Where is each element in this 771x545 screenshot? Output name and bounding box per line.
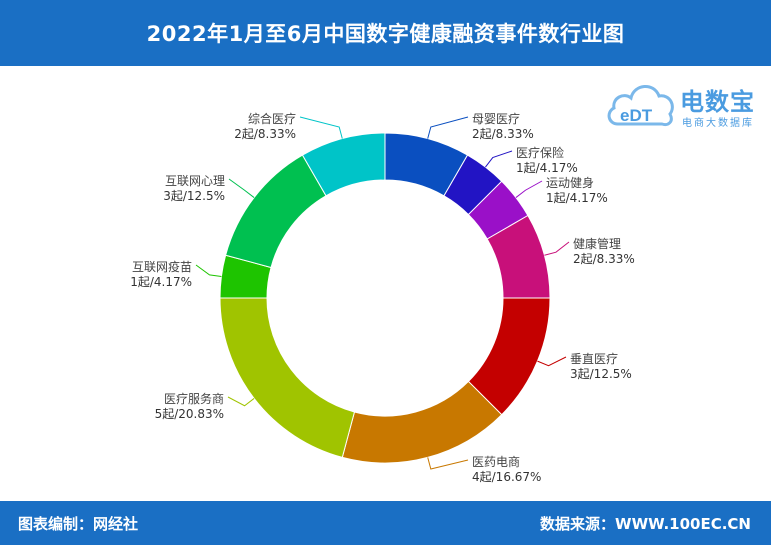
- logo-mark: eDT: [620, 106, 653, 125]
- slice-label-name: 健康管理: [573, 236, 621, 251]
- leader-line-e58cbbe79697e4bf9de999a9: [485, 150, 513, 168]
- leader-line-e581a5e5bab7e7aea1e79086: [544, 241, 570, 256]
- logo: eDT 电数宝 电商大数据库: [604, 74, 764, 134]
- slice-label-name: 医药电商: [472, 454, 520, 469]
- title-bar: 2022年1月至6月中国数字健康融资事件数行业图: [0, 0, 771, 66]
- leader-line-e6af8de5a9b4e58cbbe79697: [427, 116, 469, 139]
- slice-label-value: 1起/4.17%: [130, 275, 192, 289]
- slice-label-name: 互联网心理: [165, 174, 225, 188]
- slice-e58cbbe88dafe794b5e59586: [341, 380, 503, 464]
- slice-e7bbbce59088e58cbbe79697: [301, 132, 386, 197]
- slice-label-name: 垂直医疗: [570, 352, 618, 366]
- leader-lines: [195, 116, 570, 470]
- slice-label-name: 综合医疗: [248, 111, 296, 126]
- slice-e58cbbe79697e69c8de58aa1e59586: [219, 297, 356, 458]
- slice-label-name: 医疗保险: [516, 145, 564, 160]
- logo-subtitle: 电商大数据库: [682, 118, 754, 129]
- leader-line-e58cbbe79697e69c8de58aa1e59586: [227, 396, 255, 407]
- slice-e4ba92e88194e7bd91e5bf83e79086: [225, 154, 327, 269]
- cloud-logo-icon: eDT: [607, 85, 674, 126]
- footer-bar: 图表编制：网经社 数据来源：WWW.100EC.CN: [0, 501, 771, 545]
- slice-label-value: 1起/4.17%: [516, 161, 578, 175]
- slice-label-name: 医疗服务商: [164, 391, 224, 406]
- leader-line-e4ba92e88194e7bd91e796abe88b97: [195, 264, 222, 277]
- footer-source: 数据来源：WWW.100EC.CN: [540, 515, 751, 533]
- footer-compiler: 图表编制：网经社: [18, 515, 139, 533]
- slice-label-value: 4起/16.67%: [472, 470, 541, 484]
- slice-label-value: 3起/12.5%: [570, 367, 632, 381]
- slice-label-value: 2起/8.33%: [234, 127, 296, 141]
- slice-label-value: 1起/4.17%: [546, 191, 608, 205]
- chart-title: 2022年1月至6月中国数字健康融资事件数行业图: [146, 22, 625, 46]
- slice-labels: 母婴医疗2起/8.33%医疗保险1起/4.17%运动健身1起/4.17%健康管理…: [130, 111, 635, 484]
- leader-line-e58cbbe88dafe794b5e59586: [427, 457, 469, 470]
- slice-label-name: 母婴医疗: [472, 112, 520, 126]
- donut-slices: [219, 132, 551, 464]
- slice-label-value: 2起/8.33%: [472, 127, 534, 141]
- leader-line-e4ba92e88194e7bd91e5bf83e79086: [228, 178, 255, 198]
- leader-line-e7bbbce59088e58cbbe79697: [299, 116, 343, 139]
- leader-line-e8bf90e58aa8e581a5e8baab: [515, 180, 543, 198]
- donut-chart: 母婴医疗2起/8.33%医疗保险1起/4.17%运动健身1起/4.17%健康管理…: [130, 111, 635, 484]
- leader-line-e59e82e79bb4e58cbbe79697: [537, 356, 567, 367]
- slice-label-name: 互联网疫苗: [132, 259, 192, 274]
- slice-label-value: 5起/20.83%: [155, 407, 224, 421]
- slice-label-value: 3起/12.5%: [163, 189, 225, 203]
- slice-label-name: 运动健身: [546, 175, 594, 190]
- slice-label-value: 2起/8.33%: [573, 252, 635, 266]
- logo-brand: 电数宝: [680, 88, 755, 116]
